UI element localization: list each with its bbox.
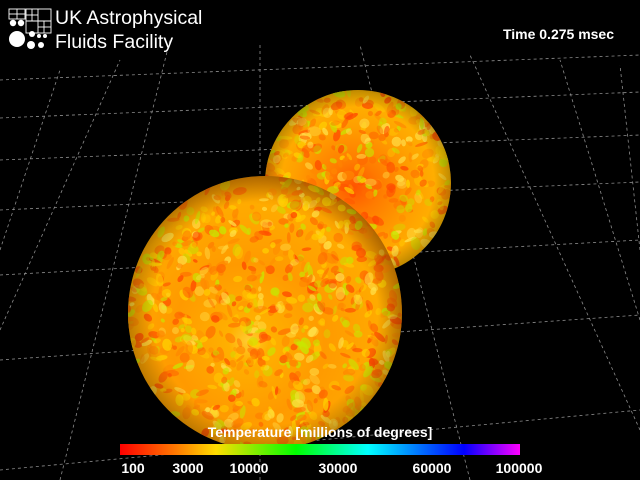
logo: UK Astrophysical Fluids Facility [8, 6, 218, 58]
grid-line [559, 59, 640, 321]
colorbar-tick: 100 [121, 460, 145, 476]
grid-line [619, 64, 640, 251]
colorbar-title: Temperature [millions of degrees] [207, 424, 433, 440]
circles-grid-logo-icon [8, 8, 52, 49]
time-readout: Time 0.275 msec [502, 26, 614, 42]
colorbar-tick: 60000 [412, 460, 452, 476]
logo-line-1: UK Astrophysical [55, 7, 203, 29]
grid-line [0, 59, 121, 331]
grid-line [0, 409, 640, 471]
grid-line [469, 54, 640, 431]
logo-line-2: Fluids Facility [55, 31, 174, 53]
colorbar-tick: 100000 [495, 460, 543, 476]
colorbar-tick: 3000 [172, 460, 204, 476]
colorbar-tick: 10000 [229, 460, 269, 476]
near-star [128, 176, 402, 450]
grid-line [0, 69, 61, 251]
colorbar [120, 444, 520, 455]
grid-line [0, 54, 640, 81]
colorbar-tick: 30000 [318, 460, 358, 476]
